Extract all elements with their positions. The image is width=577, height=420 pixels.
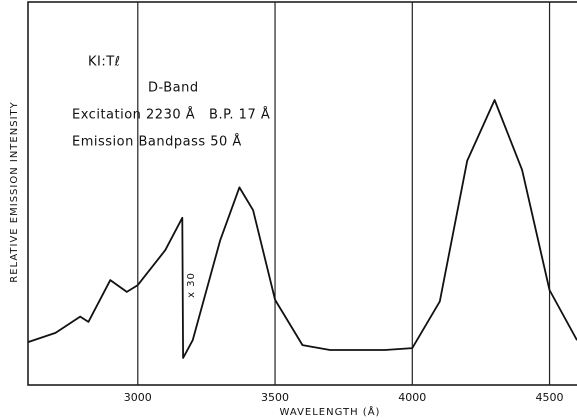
y-axis-label: RELATIVE EMISSION INTENSITY <box>9 101 20 282</box>
annotation: x 30 <box>186 272 197 298</box>
x-tick-label: 3000 <box>124 391 152 404</box>
plot-frame <box>27 1 577 386</box>
annotation: KI:Tℓ <box>88 55 121 70</box>
data-line <box>27 99 577 359</box>
annotation: Emission Bandpass 50 Å <box>72 134 242 150</box>
annotation: Excitation 2230 Å B.P. 17 Å <box>72 107 270 123</box>
x-tick-label: 4000 <box>398 391 426 404</box>
x-axis-label: WAVELENGTH (Å) <box>280 405 381 418</box>
x-tick-label: 3500 <box>261 391 289 404</box>
annotation: D-Band <box>148 81 199 96</box>
x-tick-label: 4500 <box>536 391 564 404</box>
